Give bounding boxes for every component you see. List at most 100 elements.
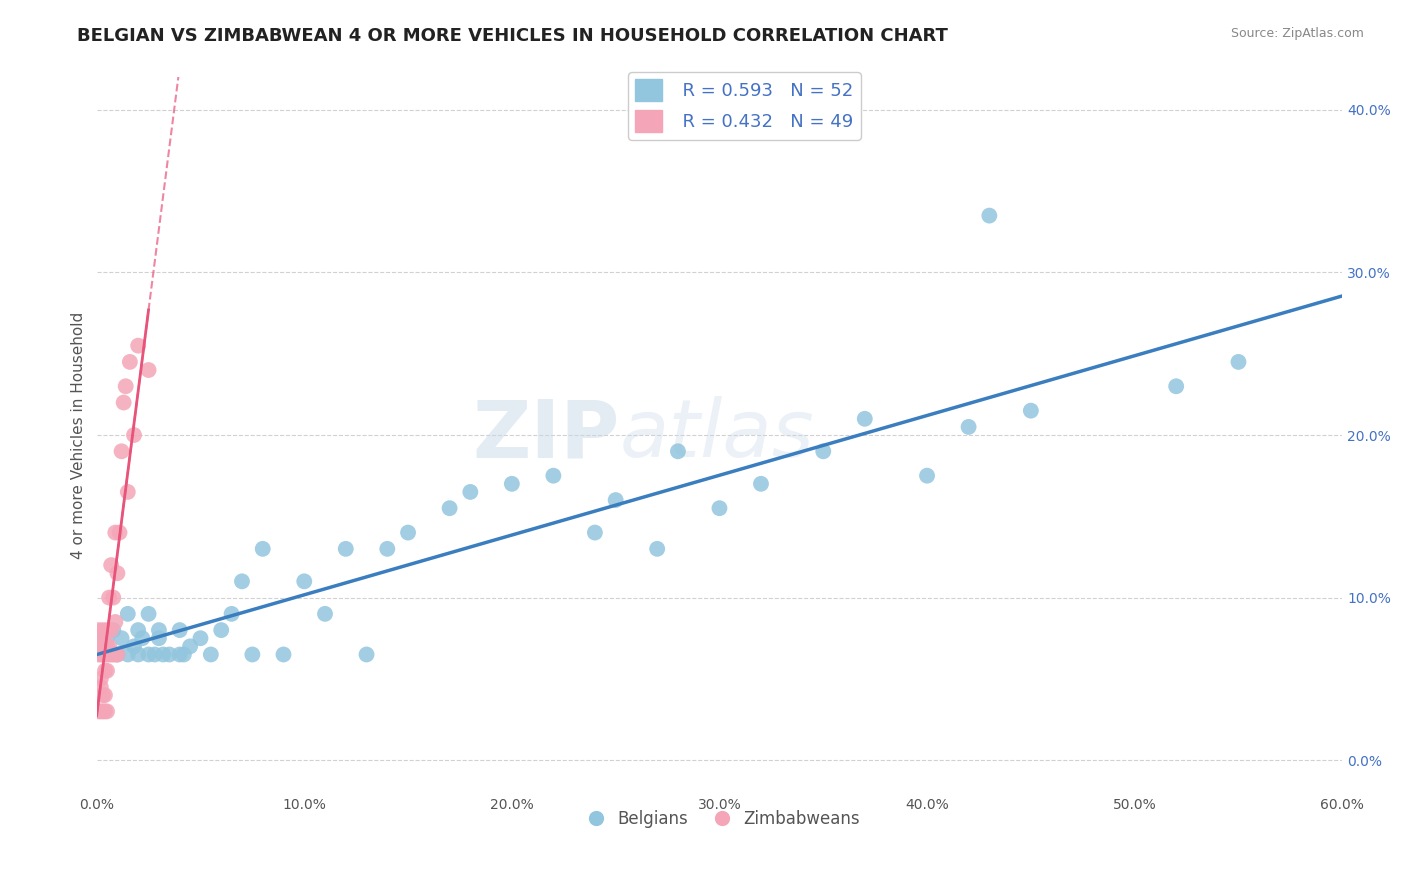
Point xyxy=(90,632,112,646)
Point xyxy=(90,680,112,694)
Text: BELGIAN VS ZIMBABWEAN 4 OR MORE VEHICLES IN HOUSEHOLD CORRELATION CHART: BELGIAN VS ZIMBABWEAN 4 OR MORE VEHICLES… xyxy=(77,27,948,45)
Point xyxy=(117,607,139,621)
Point xyxy=(138,607,160,621)
Point xyxy=(148,623,170,637)
Point xyxy=(90,705,112,719)
Point xyxy=(273,648,295,662)
Point xyxy=(957,420,980,434)
Point xyxy=(979,209,1001,223)
Point xyxy=(91,705,114,719)
Point xyxy=(98,591,121,605)
Point xyxy=(100,648,122,662)
Point xyxy=(117,648,139,662)
Point xyxy=(240,648,263,662)
Point xyxy=(87,648,110,662)
Point xyxy=(709,501,731,516)
Point xyxy=(131,632,153,646)
Point xyxy=(501,476,523,491)
Point xyxy=(96,623,118,637)
Point xyxy=(96,648,118,662)
Text: atlas: atlas xyxy=(620,396,814,474)
Point xyxy=(104,615,127,629)
Point xyxy=(292,574,315,589)
Point xyxy=(583,525,606,540)
Point xyxy=(103,591,125,605)
Point xyxy=(90,640,112,654)
Point xyxy=(87,623,110,637)
Point xyxy=(91,640,114,654)
Point xyxy=(96,632,118,646)
Point xyxy=(94,640,117,654)
Point xyxy=(91,688,114,702)
Point xyxy=(152,648,174,662)
Point xyxy=(231,574,253,589)
Point xyxy=(104,525,127,540)
Point xyxy=(87,640,110,654)
Point xyxy=(460,485,482,500)
Point xyxy=(91,648,114,662)
Point xyxy=(666,444,689,458)
Point xyxy=(138,648,160,662)
Point xyxy=(108,525,131,540)
Point xyxy=(87,632,110,646)
Point xyxy=(169,623,191,637)
Point xyxy=(114,379,136,393)
Point xyxy=(1019,403,1042,417)
Point xyxy=(1166,379,1188,393)
Point xyxy=(98,648,121,662)
Point xyxy=(375,541,398,556)
Point xyxy=(335,541,357,556)
Point xyxy=(96,664,118,678)
Point xyxy=(915,468,938,483)
Point xyxy=(117,485,139,500)
Point xyxy=(190,632,212,646)
Point xyxy=(87,705,110,719)
Legend: Belgians, Zimbabweans: Belgians, Zimbabweans xyxy=(572,803,866,834)
Point xyxy=(94,705,117,719)
Point xyxy=(90,648,112,662)
Point xyxy=(94,648,117,662)
Point xyxy=(103,648,125,662)
Point xyxy=(209,623,232,637)
Point xyxy=(200,648,222,662)
Point xyxy=(127,648,149,662)
Point xyxy=(252,541,274,556)
Point xyxy=(1227,355,1250,369)
Point xyxy=(107,648,129,662)
Point xyxy=(813,444,835,458)
Point xyxy=(100,623,122,637)
Point xyxy=(179,640,201,654)
Point xyxy=(110,632,132,646)
Point xyxy=(143,648,166,662)
Point xyxy=(94,688,117,702)
Point xyxy=(112,395,135,409)
Point xyxy=(118,355,141,369)
Point xyxy=(169,648,191,662)
Point xyxy=(90,672,112,686)
Point xyxy=(107,566,129,581)
Point xyxy=(127,623,149,637)
Point xyxy=(96,640,118,654)
Point xyxy=(91,623,114,637)
Y-axis label: 4 or more Vehicles in Household: 4 or more Vehicles in Household xyxy=(72,311,86,558)
Point xyxy=(221,607,243,621)
Point xyxy=(104,648,127,662)
Point xyxy=(543,468,565,483)
Point xyxy=(110,444,132,458)
Point xyxy=(314,607,336,621)
Point xyxy=(103,623,125,637)
Point xyxy=(107,648,129,662)
Point xyxy=(396,525,419,540)
Point xyxy=(645,541,668,556)
Point xyxy=(157,648,180,662)
Point xyxy=(749,476,772,491)
Text: ZIP: ZIP xyxy=(472,396,620,474)
Point xyxy=(356,648,378,662)
Point xyxy=(605,493,627,508)
Point xyxy=(122,640,145,654)
Point xyxy=(853,411,876,425)
Point xyxy=(96,705,118,719)
Point xyxy=(138,363,160,377)
Point xyxy=(98,640,121,654)
Point xyxy=(122,428,145,442)
